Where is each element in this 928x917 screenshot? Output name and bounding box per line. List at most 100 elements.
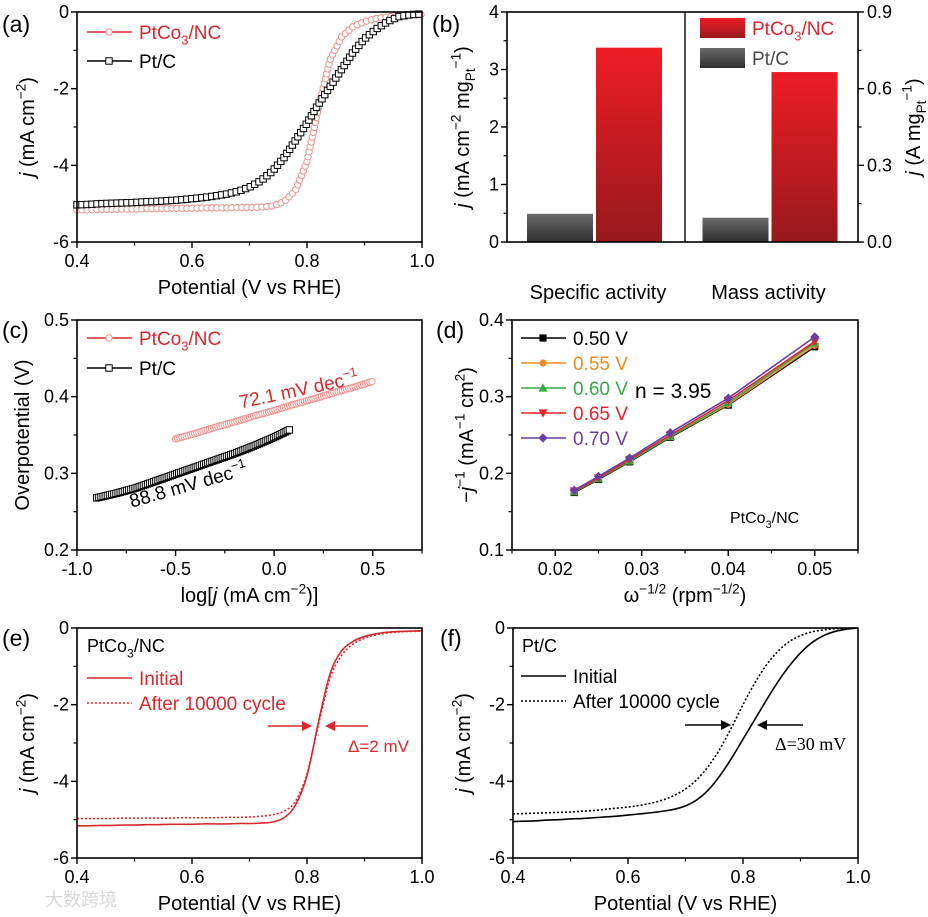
x-tick-label: 0.04: [711, 559, 746, 579]
legend-entry: PtCo3/NC: [87, 23, 221, 48]
legend-entry: PtCo3/NC: [87, 329, 221, 354]
legend-entry: 0.50 V: [521, 329, 628, 350]
x-tick-label: 0.03: [624, 559, 659, 579]
y-axis-label: j (mA cm−2 mgPt−1): [449, 46, 478, 211]
y-right-tick-label: 0.9: [867, 2, 892, 22]
data-point-diamond: [625, 453, 635, 463]
panel-label: (e): [2, 625, 30, 651]
series: [73, 11, 425, 214]
y-tick-label: 0.3: [479, 387, 504, 407]
shift-label: Δ=30 mV: [775, 734, 846, 754]
series-line: [76, 629, 423, 827]
bar: [771, 72, 838, 242]
y-tick-label: 0.4: [479, 310, 504, 330]
x-tick-label: 0.4: [64, 251, 89, 271]
y-axis-label: −j−1 (mA−1 cm2): [453, 367, 478, 503]
legend-swatch: [700, 48, 745, 68]
y-tick-label: 0: [59, 2, 69, 22]
series: [171, 377, 376, 443]
legend-label: Pt/C: [139, 52, 176, 73]
y-axis-label: j (mA cm−2): [14, 77, 39, 180]
watermark: 大数跨境: [45, 890, 117, 910]
y-tick-label: 0: [495, 618, 505, 638]
y-right-tick-label: 0.6: [867, 79, 892, 99]
chart-panel-f: 0.4 0.6 0.8 1.0 -6 -4 -2 0 Potential (V vs RHE) j…: [450, 618, 871, 915]
series: [512, 627, 859, 823]
x-tick-label: 0.8: [294, 251, 319, 271]
y-tick-label: 0.5: [44, 310, 69, 330]
x-tick-label: 0.8: [294, 867, 319, 887]
series-line: [573, 336, 816, 491]
arrow-left-head-icon: [325, 721, 335, 731]
data-point-triangle-down: [538, 409, 548, 418]
y-right-tick-label: 0.3: [867, 155, 892, 175]
legend-entry: 0.55 V: [521, 354, 628, 375]
x-tick-label: 1.0: [845, 867, 870, 887]
x-tick-label: 1.0: [409, 251, 434, 271]
data-point-diamond: [723, 393, 733, 403]
y-tick-label: -6: [53, 232, 69, 252]
panel-label: (c): [2, 317, 29, 343]
series-line: [76, 13, 423, 206]
legend-label: PtCo3/NC: [139, 23, 221, 48]
panel-label: (b): [432, 11, 460, 37]
sample-label: PtCo3/NC: [730, 510, 799, 531]
x-tick-label: 0.8: [730, 867, 755, 887]
series: [569, 332, 820, 495]
y-tick-label: 0.4: [44, 387, 69, 407]
legend-entry: After 10000 cycle: [87, 694, 286, 715]
data-point-square: [105, 364, 113, 372]
panel-label: (f): [440, 625, 462, 651]
category-label: Mass activity: [711, 282, 825, 304]
x-axis-label: Potential (V vs RHE): [158, 893, 341, 915]
y-tick-label: 0.2: [44, 540, 69, 560]
data-point-triangle: [538, 383, 548, 392]
legend-entry: Initial: [521, 667, 617, 688]
chart-panel-d: 0.02 0.03 0.04 0.05 0.1 0.2 0.3 0.4 ω−1/2 (rpm−1…: [453, 310, 859, 607]
plot-frame: [512, 627, 859, 859]
x-axis-label: log[j (mA cm−2)]: [181, 582, 319, 607]
data-point-diamond: [593, 471, 604, 481]
series-line: [573, 340, 816, 492]
panel-title: Pt/C: [522, 636, 557, 656]
legend-label: PtCo3/NC: [752, 19, 834, 44]
legend-entry: 0.65 V: [521, 404, 628, 425]
legend-label: Initial: [139, 669, 183, 690]
y-tick-label: -2: [489, 695, 505, 715]
data-point-triangle-down: [810, 337, 820, 347]
legend-entry: After 10000 cycle: [521, 692, 720, 713]
panel-title: PtCo3/NC: [87, 636, 165, 660]
y-tick-label: -4: [53, 155, 69, 175]
legend-label: Pt/C: [139, 359, 176, 380]
series: [77, 630, 423, 820]
x-tick-label: 0.02: [538, 559, 573, 579]
bar: [527, 213, 593, 242]
x-tick-label: -0.5: [160, 559, 191, 579]
legend-entry: Pt/C: [87, 52, 176, 73]
legend-label: After 10000 cycle: [573, 692, 720, 713]
x-axis-label: Potential (V vs RHE): [158, 277, 341, 299]
y-right-axis-label: j (A mgPt−1): [900, 78, 928, 178]
x-tick-label: 0.6: [179, 251, 204, 271]
y-right-tick-label: 0.0: [867, 232, 892, 252]
plot-frame: [76, 319, 423, 551]
data-point-diamond: [569, 485, 579, 495]
y-tick-label: 0.2: [479, 463, 504, 483]
x-tick-label: 0.0: [262, 559, 287, 579]
chart-panel-e: 0.4 0.6 0.8 1.0 -6 -4 -2 0 Potential (V vs RHE) j…: [14, 618, 435, 915]
y-tick-label: -6: [489, 848, 505, 868]
chart-panel-a: 0.4 0.6 0.8 1.0 -6 -4 -2 0 Potential (V vs RHE) j…: [14, 2, 435, 299]
legend-label: 0.70 V: [573, 429, 628, 450]
shift-label: Δ=2 mV: [348, 737, 410, 756]
y-tick-label: 3: [489, 60, 499, 80]
series: [73, 10, 423, 209]
data-point-square: [105, 57, 113, 65]
chart-panel-b: 0 1 2 3 4 j (mA cm−2 mgPt−1) 0.0 0.3 0.6 0.9 j (A …: [449, 2, 928, 304]
arrow-left-head-icon: [757, 720, 767, 730]
legend-label: 0.55 V: [573, 354, 628, 375]
panel-label: (d): [436, 317, 464, 343]
x-tick-label: 0.05: [797, 559, 832, 579]
legend-label: 0.60 V: [573, 379, 628, 400]
x-axis-label: ω−1/2 (rpm−1/2): [624, 582, 747, 607]
